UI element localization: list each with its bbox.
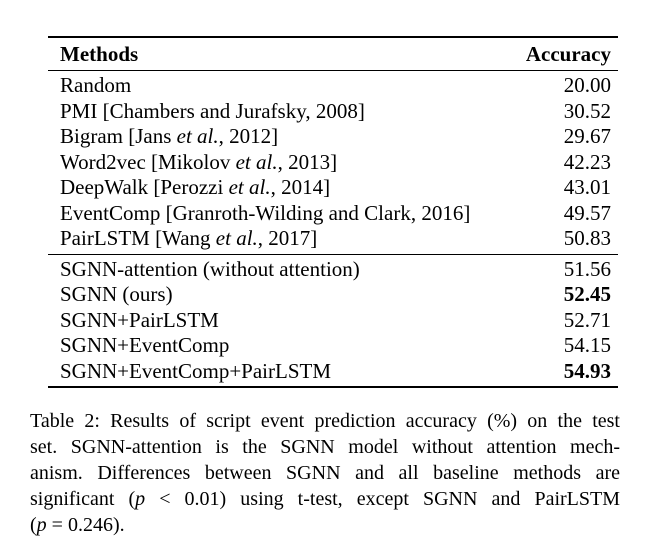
- caption-line: Table 2: Results of script event predict…: [30, 408, 620, 434]
- caption-line: significant (p < 0.01) using t-test, exc…: [30, 486, 620, 512]
- method-text: Bigram [Jans: [60, 124, 177, 148]
- caption-text: significant (: [30, 488, 136, 510]
- accuracy-cell: 50.83: [563, 226, 611, 250]
- method-text: SGNN+PairLSTM: [60, 307, 219, 332]
- caption-line: set. SGNN-attention is the SGNN model wi…: [30, 434, 620, 460]
- accuracy-cell: 54.93: [563, 358, 611, 383]
- column-header-accuracy: Accuracy: [525, 42, 611, 66]
- method-text-post: , 2012]: [218, 124, 279, 148]
- table-header: Methods Accuracy: [48, 37, 618, 71]
- table-row: PMI [Chambers and Jurafsky, 2008] 30.52: [48, 99, 618, 125]
- table-row: EventComp [Granroth-Wilding and Clark, 2…: [48, 201, 618, 227]
- method-cell: Random: [48, 71, 516, 99]
- method-text: DeepWalk [Perozzi: [60, 175, 229, 199]
- accuracy-cell: 52.71: [563, 307, 611, 332]
- caption-text: set. SGNN-attention is the SGNN model wi…: [30, 436, 620, 458]
- accuracy-cell: 42.23: [563, 149, 611, 174]
- table-row: Word2vec [Mikolov et al., 2013] 42.23: [48, 150, 618, 176]
- method-text: SGNN (ours): [60, 282, 173, 306]
- column-header-methods: Methods: [60, 42, 139, 66]
- accuracy-cell: 49.57: [563, 200, 611, 225]
- method-text-post: , 2014]: [270, 175, 331, 199]
- table-row: SGNN+EventComp 54.15: [48, 333, 618, 359]
- method-text: SGNN-attention (without attention): [60, 256, 360, 281]
- method-text: SGNN+EventComp: [60, 333, 230, 357]
- caption-text: Table 2: Results of script event predict…: [30, 410, 620, 432]
- header-row: Methods Accuracy: [48, 37, 618, 71]
- caption-text: anism. Differences between SGNN and all …: [30, 462, 620, 484]
- caption-math-p: p: [135, 488, 146, 510]
- method-etal: et al.: [176, 124, 219, 148]
- method-text: Word2vec [Mikolov: [60, 149, 236, 174]
- method-cell: EventComp [Granroth-Wilding and Clark, 2…: [48, 201, 516, 227]
- accuracy-cell: 29.67: [563, 124, 611, 148]
- accuracy-cell: 20.00: [563, 73, 611, 97]
- table-row: SGNN (ours) 52.45: [48, 282, 618, 308]
- accuracy-cell: 43.01: [563, 175, 611, 199]
- method-cell: SGNN+PairLSTM: [48, 308, 516, 334]
- table-row: SGNN+PairLSTM 52.71: [48, 308, 618, 334]
- method-cell: SGNN+EventComp+PairLSTM: [48, 359, 516, 388]
- method-etal: et al.: [228, 175, 271, 199]
- method-cell: DeepWalk [Perozzi et al., 2014]: [48, 175, 516, 201]
- method-text: PMI [Chambers and Jurafsky, 2008]: [60, 98, 365, 123]
- method-etal: et al.: [215, 226, 258, 250]
- caption-line: anism. Differences between SGNN and all …: [30, 460, 620, 486]
- accuracy-cell: 52.45: [563, 282, 611, 306]
- table-row: PairLSTM [Wang et al., 2017] 50.83: [48, 226, 618, 254]
- caption-text: (: [30, 514, 37, 536]
- sgnn-methods-section: SGNN-attention (without attention) 51.56…: [48, 254, 618, 387]
- method-cell: Bigram [Jans et al., 2012]: [48, 124, 516, 150]
- method-text: EventComp [Granroth-Wilding and Clark, 2…: [60, 200, 471, 225]
- accuracy-cell: 54.15: [563, 333, 611, 357]
- results-table: Methods Accuracy Random 20.00 PMI [Chamb…: [48, 36, 618, 388]
- results-table-grid: Methods Accuracy Random 20.00 PMI [Chamb…: [48, 36, 618, 388]
- method-text-post: , 2017]: [257, 226, 318, 250]
- baseline-methods-section: Random 20.00 PMI [Chambers and Jurafsky,…: [48, 71, 618, 254]
- method-etal: et al.: [235, 149, 278, 174]
- method-cell: SGNN (ours): [48, 282, 516, 308]
- table-caption: Table 2: Results of script event predict…: [30, 408, 620, 538]
- method-text-post: , 2013]: [277, 149, 338, 174]
- table-row: DeepWalk [Perozzi et al., 2014] 43.01: [48, 175, 618, 201]
- caption-text: < 0.01) using t-test, except SGNN and Pa…: [145, 488, 620, 510]
- method-text: SGNN+EventComp+PairLSTM: [60, 358, 332, 383]
- caption-text: = 0.246).: [46, 514, 125, 536]
- accuracy-cell: 30.52: [563, 98, 611, 123]
- method-cell: PMI [Chambers and Jurafsky, 2008]: [48, 99, 516, 125]
- method-text: PairLSTM [Wang: [60, 226, 216, 250]
- method-cell: PairLSTM [Wang et al., 2017]: [48, 226, 516, 254]
- table-row: Random 20.00: [48, 71, 618, 99]
- table-row: SGNN+EventComp+PairLSTM 54.93: [48, 359, 618, 388]
- method-cell: Word2vec [Mikolov et al., 2013]: [48, 150, 516, 176]
- method-text: Random: [60, 73, 132, 97]
- method-cell: SGNN-attention (without attention): [48, 254, 516, 282]
- method-cell: SGNN+EventComp: [48, 333, 516, 359]
- caption-math-p: p: [36, 514, 47, 536]
- table-row: Bigram [Jans et al., 2012] 29.67: [48, 124, 618, 150]
- table-row: SGNN-attention (without attention) 51.56: [48, 254, 618, 282]
- accuracy-cell: 51.56: [563, 256, 611, 281]
- caption-line: (p = 0.246).: [30, 512, 620, 538]
